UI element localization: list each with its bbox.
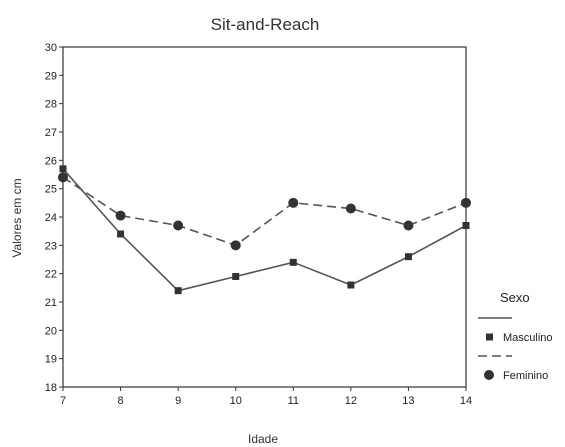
- y-tick-label: 21: [45, 297, 57, 309]
- data-point-feminino: [461, 197, 471, 208]
- x-tick-label: 13: [402, 395, 414, 407]
- x-axis-label: Idade: [248, 432, 278, 446]
- legend-marker-masculino: [486, 333, 493, 341]
- data-point-masculino: [404, 253, 412, 261]
- data-point-feminino: [115, 210, 126, 221]
- legend-label-masculino: Masculino: [503, 332, 553, 344]
- data-point-masculino: [347, 281, 355, 289]
- series-layer: [58, 165, 471, 295]
- y-tick-label: 30: [45, 42, 57, 54]
- data-point-masculino: [462, 222, 470, 229]
- y-tick-label: 23: [45, 240, 57, 252]
- data-point-feminino: [230, 240, 241, 251]
- chart-title: Sit-and-Reach: [211, 15, 320, 34]
- data-point-masculino: [232, 273, 240, 280]
- data-point-feminino: [345, 203, 356, 214]
- x-tick-label: 9: [175, 395, 181, 407]
- legend-title: Sexo: [500, 290, 530, 305]
- data-point-feminino: [403, 220, 414, 231]
- y-tick-label: 26: [45, 155, 57, 167]
- y-axis-label: Valores em cm: [10, 178, 24, 257]
- x-tick-label: 12: [345, 395, 357, 407]
- data-point-feminino: [288, 197, 299, 208]
- x-tick-label: 8: [118, 395, 124, 407]
- data-point-feminino: [173, 220, 184, 231]
- y-tick-label: 24: [45, 212, 57, 224]
- y-tick-label: 22: [45, 269, 57, 281]
- legend-label-feminino: Feminino: [503, 370, 548, 382]
- x-tick-label: 7: [60, 395, 66, 407]
- y-tick-label: 28: [45, 99, 57, 111]
- data-point-masculino: [117, 230, 125, 238]
- y-tick-label: 25: [45, 184, 57, 196]
- legend: Sexo Masculino Feminino: [478, 290, 553, 382]
- y-tick-label: 19: [45, 354, 57, 366]
- data-point-masculino: [174, 287, 182, 295]
- axes: 18 19 20 21 22 23 24 25 26 27 28 29 30 7 8 9 10 11 12 13 14: [45, 42, 472, 407]
- data-point-masculino: [289, 258, 297, 266]
- y-tick-label: 20: [45, 325, 57, 337]
- data-point-masculino: [59, 165, 67, 173]
- y-tick-label: 18: [45, 382, 57, 394]
- x-tick-label: 11: [288, 395, 299, 407]
- x-tick-label: 10: [230, 395, 242, 407]
- y-tick-label: 27: [45, 127, 57, 139]
- series-line-feminino: [62, 176, 467, 247]
- x-tick-label: 14: [460, 395, 472, 407]
- legend-marker-feminino: [484, 370, 494, 380]
- data-point-feminino: [58, 172, 68, 183]
- y-tick-label: 29: [45, 70, 57, 82]
- series-line-masculino: [62, 168, 467, 292]
